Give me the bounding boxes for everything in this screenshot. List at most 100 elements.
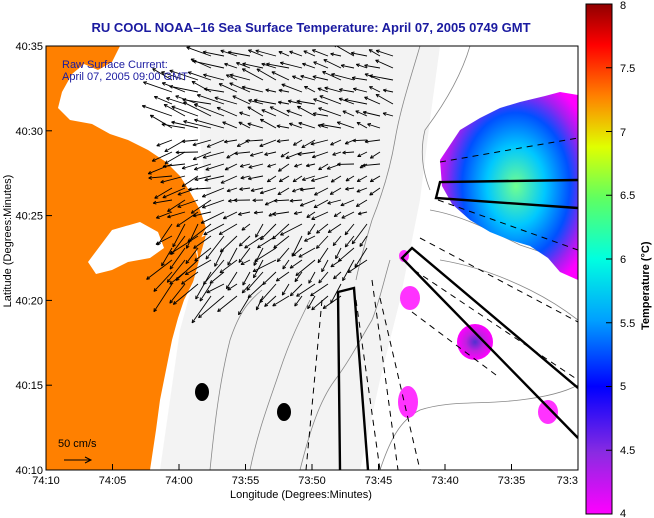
current-vector-head [238,258,241,263]
current-vector-head [311,306,314,310]
current-vector-head [278,178,282,182]
current-vector [206,283,225,294]
current-vector [248,163,264,169]
current-vector [169,271,186,285]
current-vector [310,283,329,297]
current-vector [200,211,225,224]
current-vector-head [244,244,247,249]
current-vector [247,123,264,129]
current-vector-head [248,178,252,181]
current-vector-head [217,308,220,312]
current-vector-head [319,95,323,99]
current-vector-head [188,187,192,190]
current-vector [150,114,173,129]
current-vector-head [162,194,166,198]
current-vector [169,247,186,270]
current-vector-head [342,278,346,281]
current-vector [236,62,251,69]
current-vector [356,199,368,207]
current-vector-head [205,255,208,260]
current-vector [160,175,186,183]
current-vector [245,139,264,142]
current-vector [224,163,238,171]
current-vector-head [186,46,190,51]
current-vector-head [344,98,349,101]
y-tick-label: 40:25 [15,211,43,223]
current-vector [333,271,342,280]
current-vector-head [267,166,271,168]
current-vector-head [304,86,307,90]
current-vector-head [187,71,191,75]
current-vector-head [313,98,317,102]
current-vector-head [278,170,282,172]
current-vector-head [369,194,374,196]
current-vector-head [192,142,196,146]
current-vector [292,75,303,81]
current-vector-head [326,166,330,170]
current-vector-head [161,71,165,75]
current-vector [188,187,212,190]
current-vector [306,211,316,218]
current-vector-head [181,165,185,169]
current-vector-head [294,163,298,167]
current-vector-head [188,189,192,192]
current-vector [289,122,303,129]
current-vector-head [164,160,168,164]
current-vector [364,96,381,105]
current-vector [173,283,199,305]
cold-spot-2 [400,286,420,310]
current-vector [240,163,251,168]
current-vector-head [265,88,270,91]
current-vector-head [152,200,157,204]
current-vector [319,95,342,105]
current-vector-head [318,281,323,284]
current-vector-head [198,316,203,319]
current-vector [369,86,381,93]
current-vector [280,62,303,69]
current-vector-head [175,152,180,155]
current-vector-head [194,257,197,262]
current-vector-head [182,168,186,170]
current-vector-head [276,125,280,129]
current-vector-head [238,312,242,316]
current-vector-head [317,124,321,128]
current-vector-head [248,99,252,101]
current-vector-head [330,265,335,268]
current-vector-head [214,96,219,98]
current-vector-head [244,247,249,249]
current-vector-head [323,307,327,309]
current-vector-head [295,274,300,277]
current-vector-head [315,244,318,249]
current-vector-head [311,308,316,311]
current-vector [266,63,290,69]
current-vector-head [375,50,380,54]
current-vector-head [163,104,167,108]
current-vector [171,121,199,129]
current-vector [239,112,251,117]
current-vector-head [333,277,338,280]
current-vector [248,99,264,105]
current-vector-head [289,200,294,203]
current-vector-head [310,292,313,297]
current-vector [161,71,186,81]
current-vector-head [289,198,294,202]
current-vector-head [294,302,296,307]
current-vector [352,139,368,142]
current-vector-head [222,215,226,219]
y-tick-label: 40:10 [15,465,43,477]
current-vector-head [333,243,337,247]
current-vector-head [219,248,222,253]
current-vector-head [257,244,260,249]
current-vector-head [293,211,298,215]
current-vector-head [329,191,333,195]
current-vector [262,271,277,285]
current-vector [224,63,238,69]
colorbar-tick: 7.5 [620,63,635,75]
current-vector-head [239,188,244,191]
current-vector-head [310,294,315,297]
current-vector-head [261,62,266,65]
current-vector-head [271,71,275,75]
current-vector-head [182,99,186,102]
current-vector [313,199,329,208]
current-vector-head [229,74,233,78]
